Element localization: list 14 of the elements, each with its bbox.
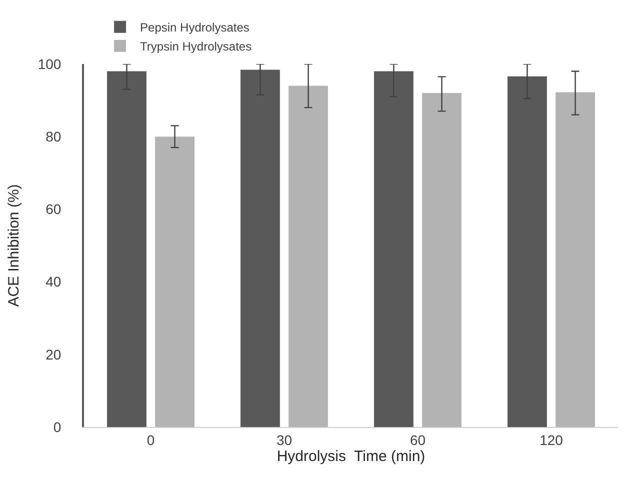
x-tick-label: 30: [276, 432, 292, 448]
y-tick-label: 40: [46, 274, 62, 290]
y-tick-label: 0: [53, 418, 62, 435]
legend-label: Trypsin Hydrolysates: [140, 40, 252, 54]
y-tick-label: 100: [38, 56, 62, 72]
legend-label: Pepsin Hydrolysates: [140, 20, 250, 35]
y-axis-title: ACE Inhibition (%): [6, 184, 23, 307]
x-tick-label: 0: [146, 432, 155, 448]
y-tick-label: 60: [46, 201, 62, 218]
y-tick-label: 20: [46, 346, 62, 362]
y-tick-label: 80: [46, 128, 62, 144]
x-tick-label: 120: [540, 432, 564, 448]
x-axis-title: Hydrolysis Time (min): [276, 448, 426, 465]
x-tick-label: 60: [410, 432, 426, 448]
